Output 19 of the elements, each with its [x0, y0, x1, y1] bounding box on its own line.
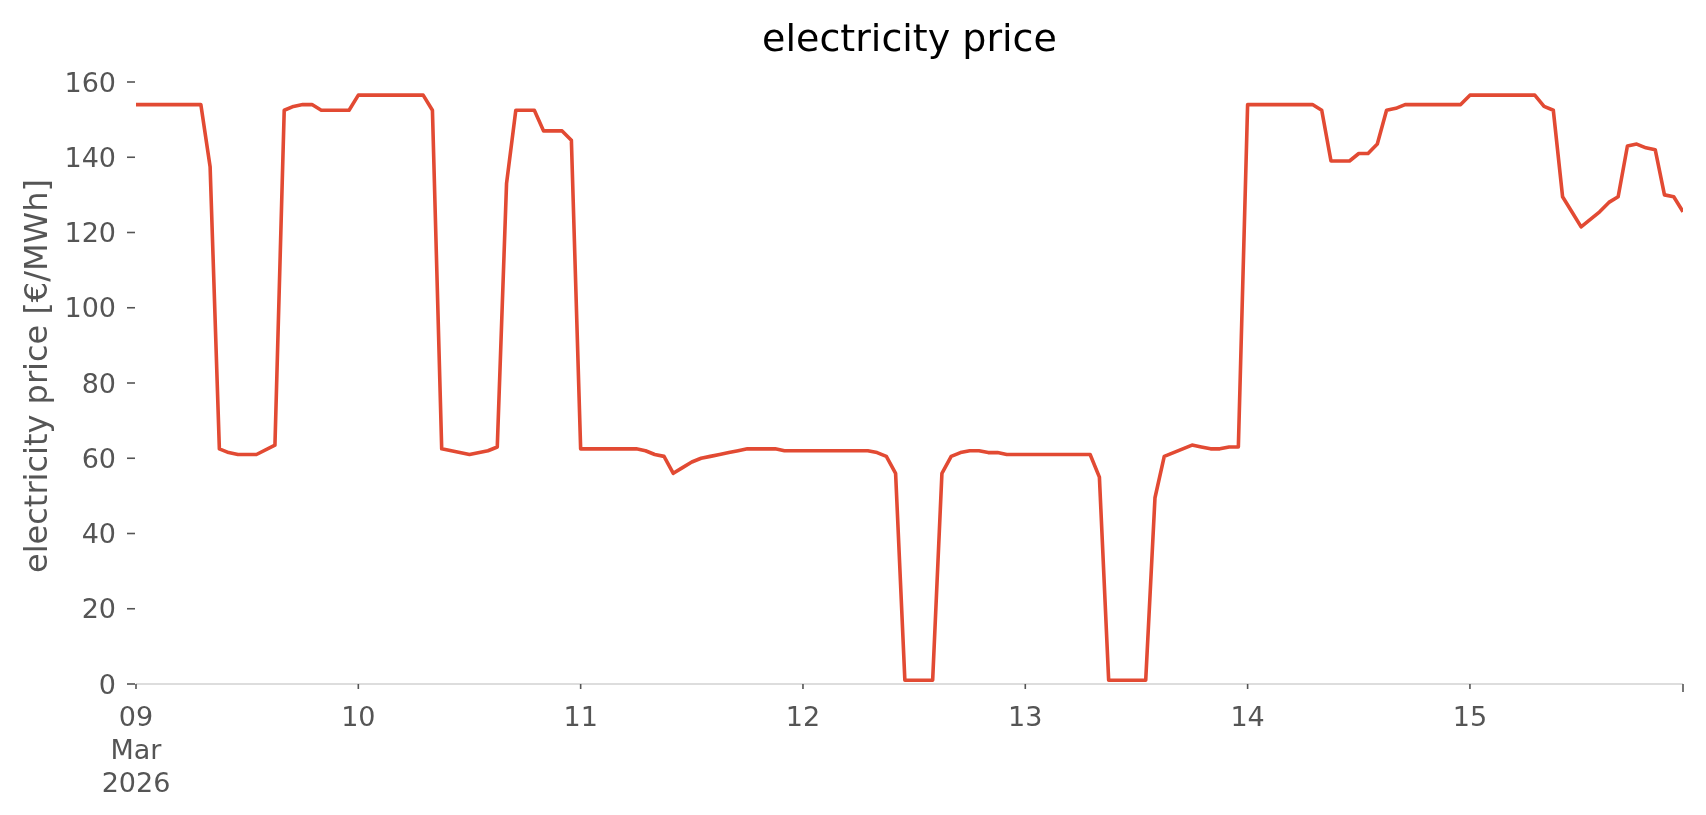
y-tick-label: 80: [81, 367, 116, 399]
x-tick-label: 15: [1452, 701, 1488, 732]
x-tick-label: 10: [341, 701, 376, 732]
y-tick-label: 140: [64, 141, 116, 173]
x-tick-label: 13: [1008, 701, 1043, 732]
x-tick-label: 12: [785, 701, 821, 732]
y-axis-title: electricity price [€/MWh]: [17, 178, 55, 574]
y-tick-label: 0: [98, 668, 116, 700]
x-tick-label: 14: [1230, 701, 1265, 732]
y-tick-label: 160: [64, 66, 116, 98]
x-tick-label: 11: [563, 701, 598, 732]
chart-title: electricity price: [762, 16, 1057, 60]
y-tick-label: 20: [81, 593, 116, 625]
y-tick-label: 60: [81, 442, 116, 474]
y-tick-label: 40: [81, 518, 116, 549]
line-series: [136, 93, 1683, 683]
x-tick-label: 09 Mar 2026: [101, 701, 171, 798]
y-tick-label: 120: [64, 217, 116, 248]
y-tick-label: 100: [64, 292, 116, 324]
